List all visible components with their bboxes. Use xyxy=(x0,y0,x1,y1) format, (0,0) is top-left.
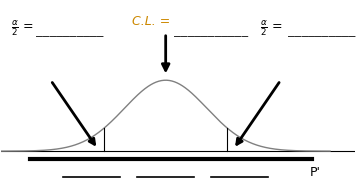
Text: P': P' xyxy=(309,166,320,179)
Text: ___________: ___________ xyxy=(174,27,249,37)
Text: $\frac{\alpha}{2}$ =: $\frac{\alpha}{2}$ = xyxy=(11,19,33,38)
Text: $\frac{\alpha}{2}$ =: $\frac{\alpha}{2}$ = xyxy=(260,19,282,38)
Text: __________: __________ xyxy=(288,27,356,37)
Text: C.L. =: C.L. = xyxy=(132,15,170,28)
Text: __________: __________ xyxy=(36,27,103,37)
